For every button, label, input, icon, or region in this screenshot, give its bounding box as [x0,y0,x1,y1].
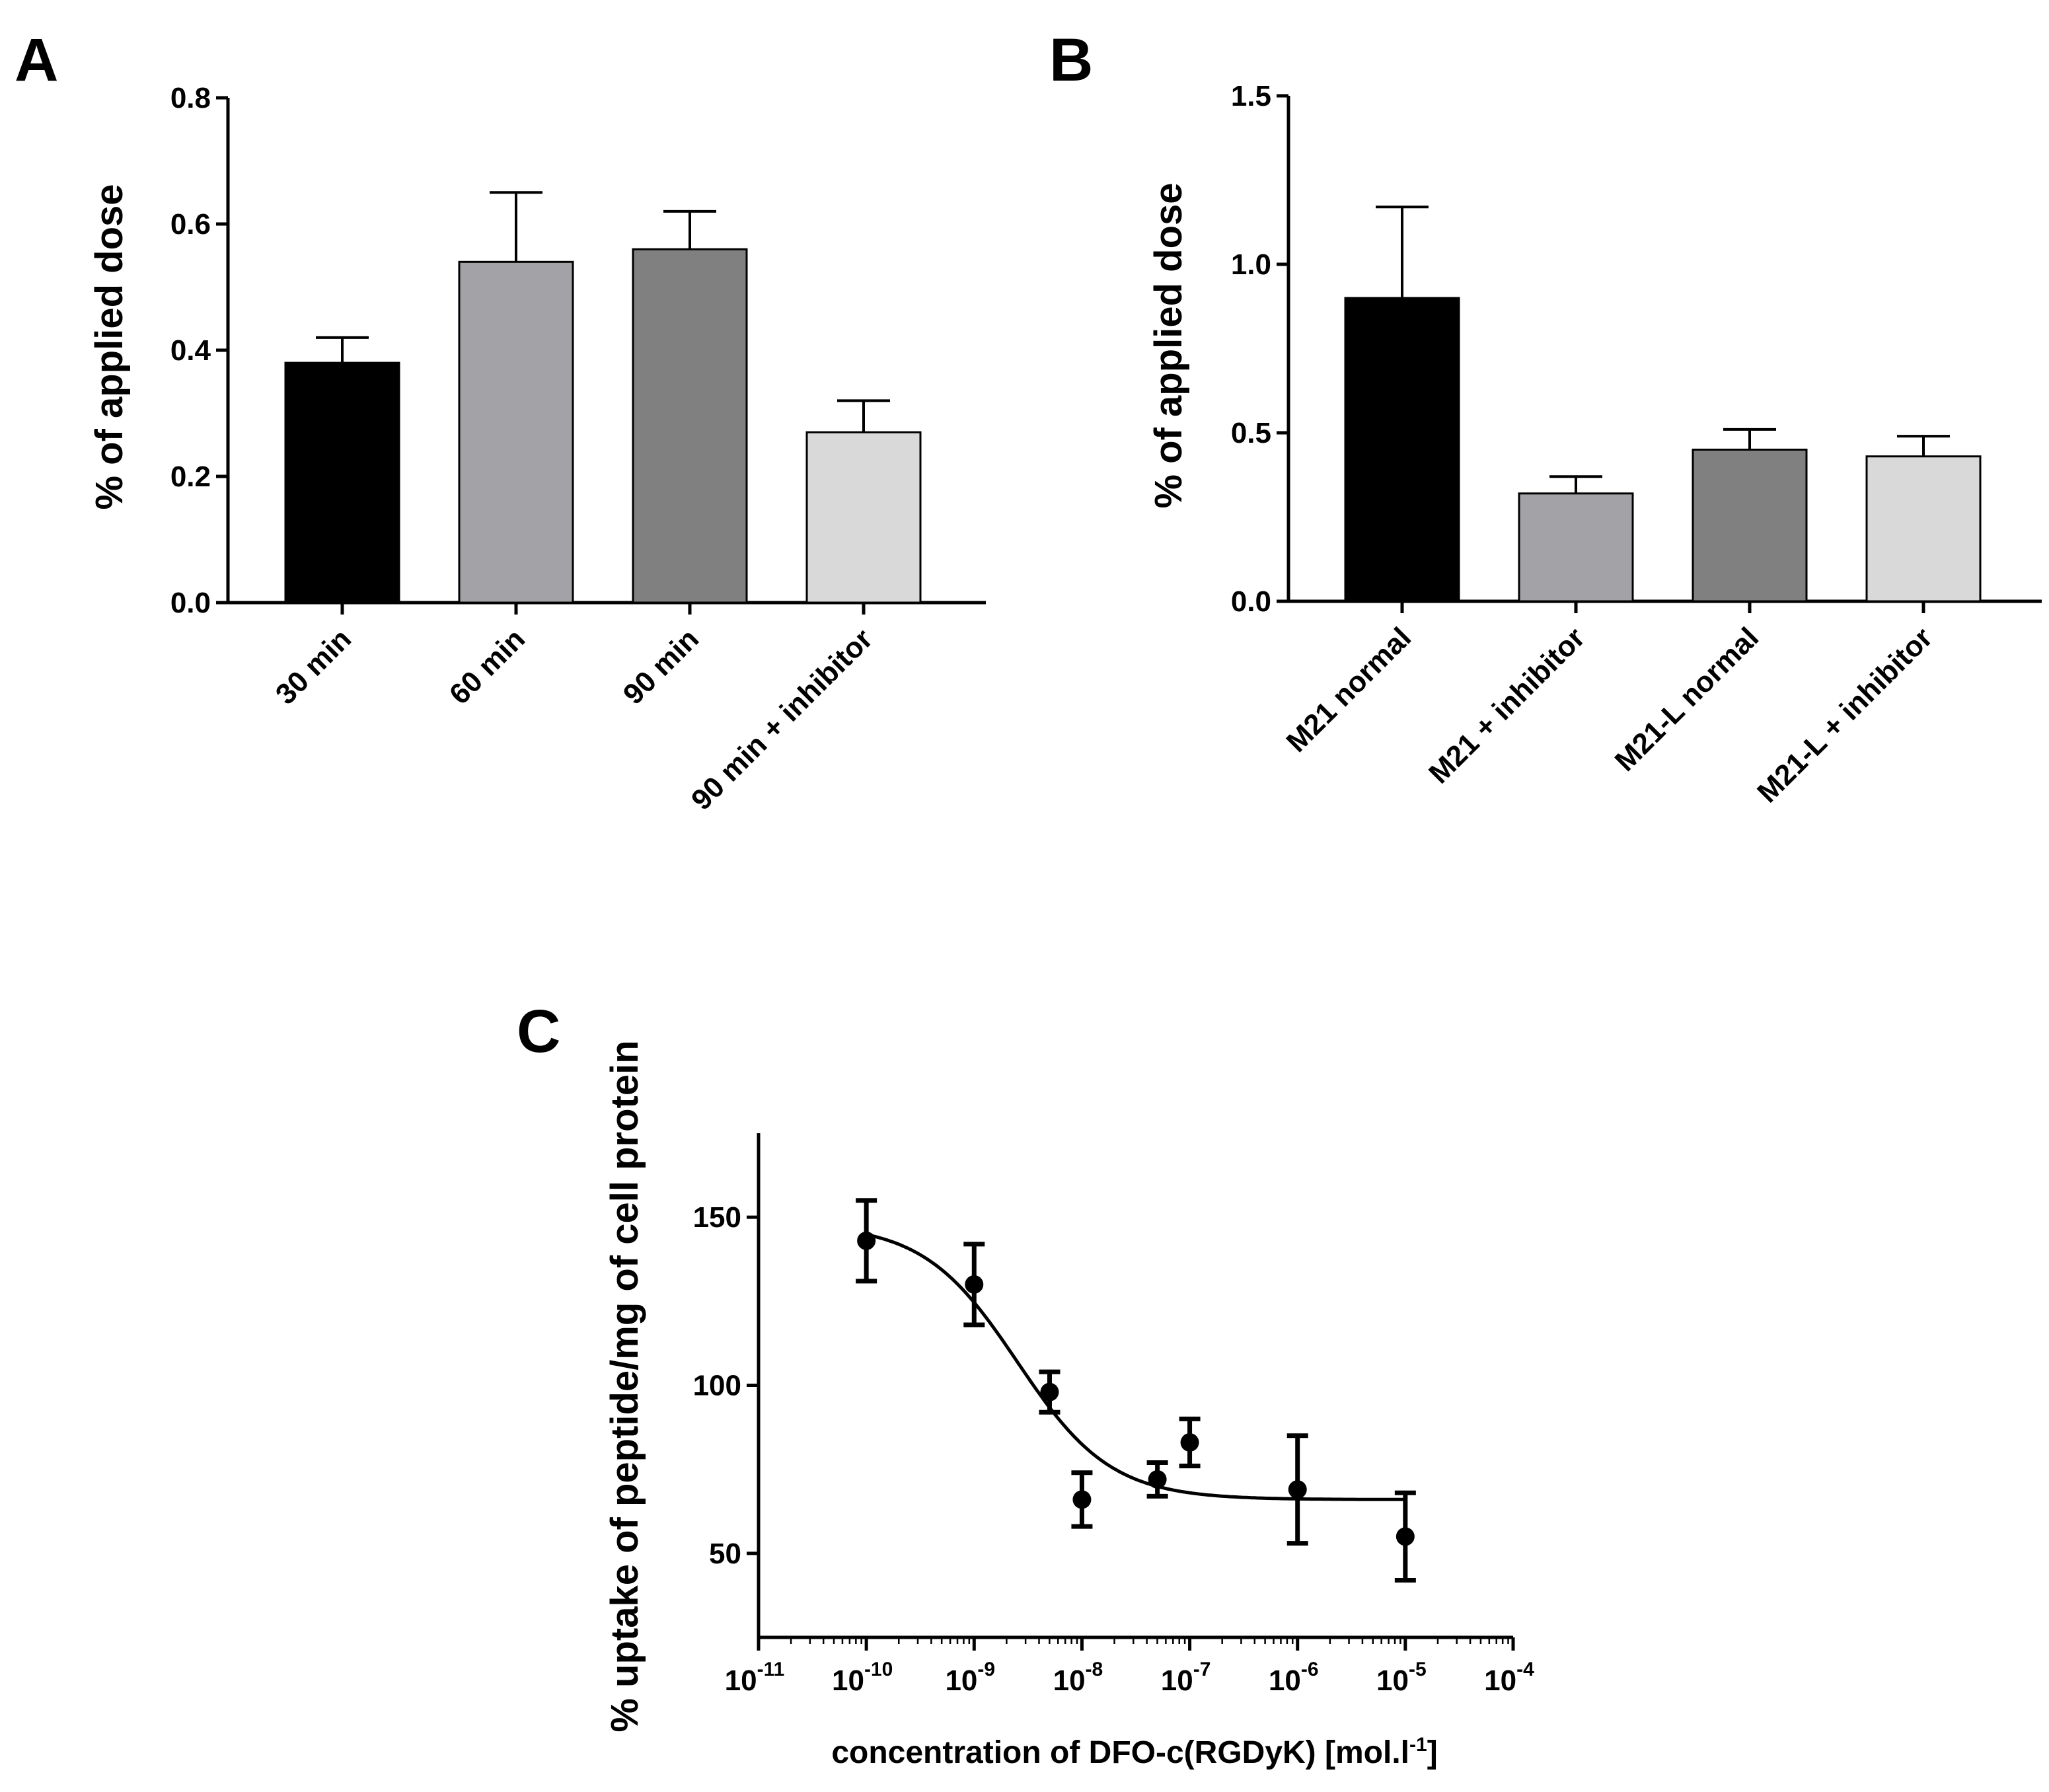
panel-c-data-point [1072,1490,1092,1509]
panel-a-bar [632,248,748,604]
panel-b-y-tick-label: 1.5 [1231,80,1271,112]
panel-c-x-tick-label: 10-11 [725,1659,785,1697]
panel-c-x-tick-label: 10-7 [1161,1659,1211,1697]
panel-c-x-tick-label: 10-8 [1053,1659,1103,1697]
panel-c-data-point [1288,1480,1307,1499]
panel-c-data-point [1040,1382,1059,1401]
panel-label-b: B [1049,26,1093,94]
panel-a-y-tick-label: 0.6 [170,208,211,241]
panel-b-bar [1865,455,1982,603]
panel-label-a: A [15,26,58,94]
panel-c-y-tick-label: 100 [693,1370,741,1402]
panel-c-y-tick-label: 150 [693,1201,741,1234]
panel-a-y-tick-label: 0.8 [170,82,211,114]
panel-c-x-tick-label: 10-4 [1484,1659,1534,1697]
panel-b-bar [1518,492,1634,603]
panel-c-data-point [965,1275,984,1294]
panel-a-y-tick-label: 0.0 [170,587,211,619]
panel-c-plot: 50 100 150 10-11 10-10 10-9 10-8 10-7 10-6 10-5 10… [693,1133,1534,1697]
panel-c-data-point [1396,1527,1415,1546]
panel-a-bar [284,361,400,604]
panel-a-y-axis-label: % of applied dose [88,184,131,509]
panel-b-y-axis-label: % of applied dose [1147,182,1190,508]
panel-c-y-tick-label: 50 [709,1538,741,1570]
panel-a-y-tick-label: 0.4 [170,334,211,367]
panel-c-data-point [1180,1433,1199,1452]
panel-c-y-axis-label: % uptake of peptide/mg of cell protein [603,1040,646,1732]
panel-a-bar [805,431,922,604]
panel-b-y-tick-label: 0.0 [1231,585,1271,618]
panel-c-x-tick-label: 10-6 [1269,1659,1319,1697]
panel-b-y-tick-label: 1.0 [1231,248,1271,281]
panel-c-fit-curve [866,1232,1405,1501]
panel-c-data-point [1148,1470,1167,1489]
panel-c-x-tick-label: 10-10 [832,1659,893,1697]
panel-label-c: C [517,998,560,1065]
panel-c-x-tick-label: 10-5 [1376,1659,1427,1697]
panel-c-x-axis-label: concentration of DFO-c(RGDyK) [mol.l-1] [831,1734,1437,1770]
panel-a-bar [458,260,574,604]
panel-c: C % uptake of peptide/mg of cell protein… [517,998,1534,1770]
panel-b-y-tick-label: 0.5 [1231,417,1271,449]
panel-b-bar [1344,297,1460,603]
panel-c-x-tick-label: 10-9 [945,1659,995,1697]
panel-a-y-tick-label: 0.2 [170,461,211,493]
panel-b-bar [1692,449,1808,603]
panel-c-data-point [857,1231,876,1250]
